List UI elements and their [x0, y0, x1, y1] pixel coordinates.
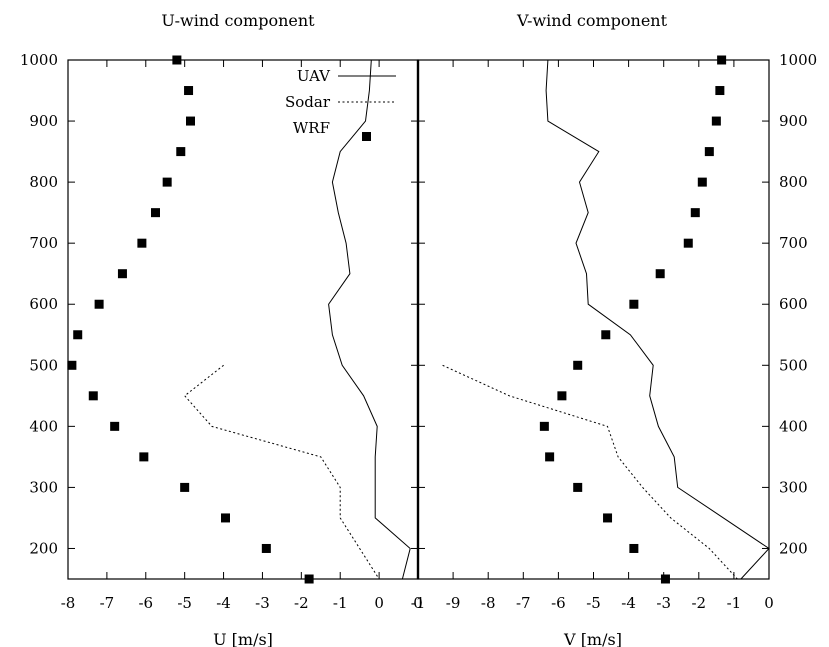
y-tick-label: 200	[29, 539, 58, 557]
wrf-point	[172, 55, 182, 65]
wrf-point	[573, 360, 583, 370]
y-tick-label: 300	[29, 478, 58, 496]
x-tick-label: -3	[255, 594, 270, 612]
wrf-point	[573, 482, 583, 492]
wrf-point	[629, 299, 639, 309]
wrf-point	[660, 574, 670, 584]
wrf-point	[603, 513, 613, 523]
y-tick-label: 800	[29, 173, 58, 191]
y-tick-label: 900	[779, 112, 808, 130]
wrf-point	[629, 543, 639, 553]
x-tick-label: -4	[621, 594, 636, 612]
x-tick-label: -4	[216, 594, 231, 612]
y-tick-label: 900	[29, 112, 58, 130]
wrf-point	[711, 116, 721, 126]
y-tick-label: 200	[779, 539, 808, 557]
x-tick-label: -9	[446, 594, 461, 612]
x-tick-label: -7	[516, 594, 531, 612]
wrf-point	[162, 177, 172, 187]
y-tick-label: 500	[779, 356, 808, 374]
wrf-point	[180, 482, 190, 492]
x-tick-label: 0	[413, 594, 423, 612]
y-tick-label: 600	[29, 295, 58, 313]
x-tick-label: -8	[61, 594, 76, 612]
wrf-point	[697, 177, 707, 187]
wrf-point	[110, 421, 120, 431]
wrf-point	[715, 86, 725, 96]
x-tick-label: -5	[586, 594, 601, 612]
legend-swatch	[362, 132, 371, 141]
x-tick-label: 0	[374, 594, 384, 612]
wrf-point	[655, 269, 665, 279]
x-tick-label: -7	[100, 594, 115, 612]
y-tick-label: 400	[779, 417, 808, 435]
y-tick-label: 500	[29, 356, 58, 374]
wrf-point	[117, 269, 127, 279]
wrf-point	[717, 55, 727, 65]
wrf-point	[88, 391, 98, 401]
y-tick-label: 400	[29, 417, 58, 435]
x-tick-label: -6	[138, 594, 153, 612]
x-axis-label: V [m/s]	[563, 630, 622, 647]
wrf-point	[184, 86, 194, 96]
x-tick-label: -3	[656, 594, 671, 612]
plot-frame	[417, 59, 770, 580]
x-axis-label: U [m/s]	[213, 630, 273, 647]
x-tick-label: -6	[551, 594, 566, 612]
uav-line	[328, 59, 411, 580]
wrf-point	[539, 421, 549, 431]
wrf-point	[545, 452, 555, 462]
y-tick-label: 1000	[779, 51, 817, 69]
wrf-point	[261, 543, 271, 553]
wrf-point	[137, 238, 147, 248]
wrf-point	[221, 513, 230, 523]
legend-label: WRF	[293, 119, 330, 137]
wrf-point	[73, 330, 83, 340]
wrf-point	[139, 452, 149, 462]
v-wind-panel: V-wind component V [m/s] 0 -9 -8 -7 -6 -5 -4 -3 -2…	[413, 11, 817, 647]
wrf-point	[690, 208, 700, 218]
wrf-point	[304, 574, 314, 584]
wrf-point	[557, 391, 567, 401]
sodar-line	[183, 364, 380, 580]
x-tick-label: -1	[411, 594, 426, 612]
legend-label: UAV	[297, 67, 331, 85]
x-tick-label: 0	[764, 594, 774, 612]
wrf-point	[94, 299, 104, 309]
x-tick-label: -2	[294, 594, 309, 612]
x-tick-label: -5	[177, 594, 192, 612]
y-tick-label: 700	[779, 234, 808, 252]
wrf-point	[683, 238, 693, 248]
y-tick-label: 300	[779, 478, 808, 496]
chart-title: U-wind component	[161, 11, 315, 30]
chart-title: V-wind component	[516, 11, 668, 30]
y-tick-label: 1000	[20, 51, 58, 69]
x-tick-label: -1	[727, 594, 742, 612]
wrf-point	[151, 208, 160, 218]
sodar-line	[442, 364, 738, 580]
legend-label: Sodar	[285, 93, 331, 111]
wrf-point	[601, 330, 611, 340]
wrf-point	[176, 147, 186, 157]
x-tick-label: -1	[333, 594, 348, 612]
y-tick-label: 600	[779, 295, 808, 313]
uav-line	[545, 59, 770, 580]
wrf-point	[67, 360, 77, 370]
y-tick-label: 800	[779, 173, 808, 191]
x-tick-label: -8	[481, 594, 496, 612]
wrf-point	[186, 116, 195, 126]
x-tick-label: -2	[691, 594, 706, 612]
y-tick-label: 700	[29, 234, 58, 252]
wrf-point	[704, 147, 714, 157]
